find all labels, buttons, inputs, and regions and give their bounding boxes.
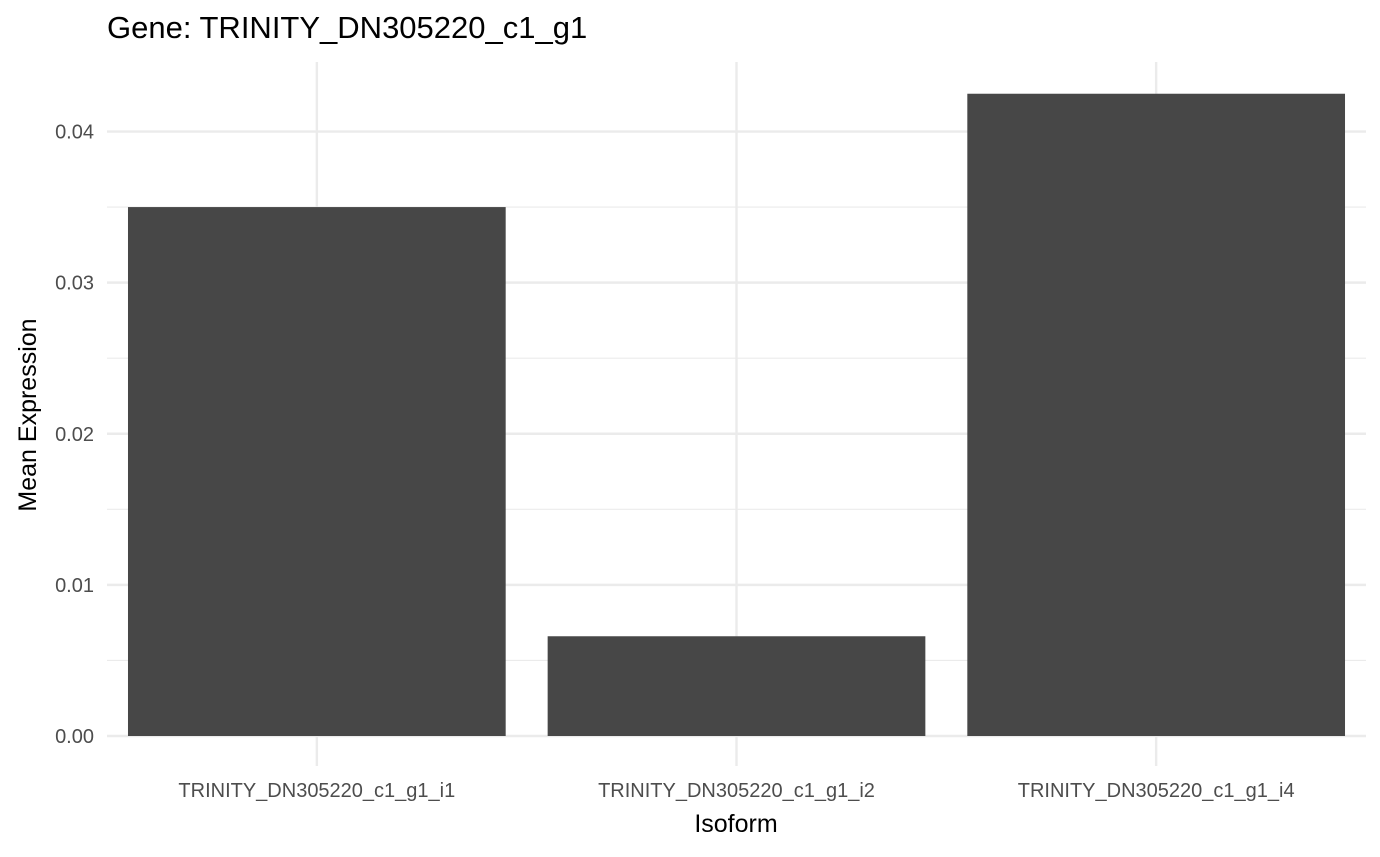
x-tick-labels: TRINITY_DN305220_c1_g1_i1 TRINITY_DN30522…	[178, 780, 1294, 802]
y-tick-labels: 0.00 0.01 0.02 0.03 0.04	[55, 122, 94, 748]
x-tick-label: TRINITY_DN305220_c1_g1_i1	[178, 780, 455, 802]
chart-title: Gene: TRINITY_DN305220_c1_g1	[107, 10, 587, 45]
y-tick-label: 0.01	[55, 575, 94, 597]
bar	[127, 207, 506, 736]
y-axis-label: Mean Expression	[14, 318, 42, 511]
x-axis-label: Isoform	[694, 810, 777, 838]
bars	[127, 93, 1346, 737]
x-tick-label: TRINITY_DN305220_c1_g1_i4	[1018, 780, 1295, 802]
y-tick-label: 0.03	[55, 273, 94, 295]
bar	[547, 636, 926, 736]
bar	[967, 93, 1346, 737]
y-tick-label: 0.00	[55, 726, 94, 748]
y-tick-label: 0.02	[55, 424, 94, 446]
x-tick-label: TRINITY_DN305220_c1_g1_i2	[598, 780, 875, 802]
y-tick-label: 0.04	[55, 122, 94, 144]
